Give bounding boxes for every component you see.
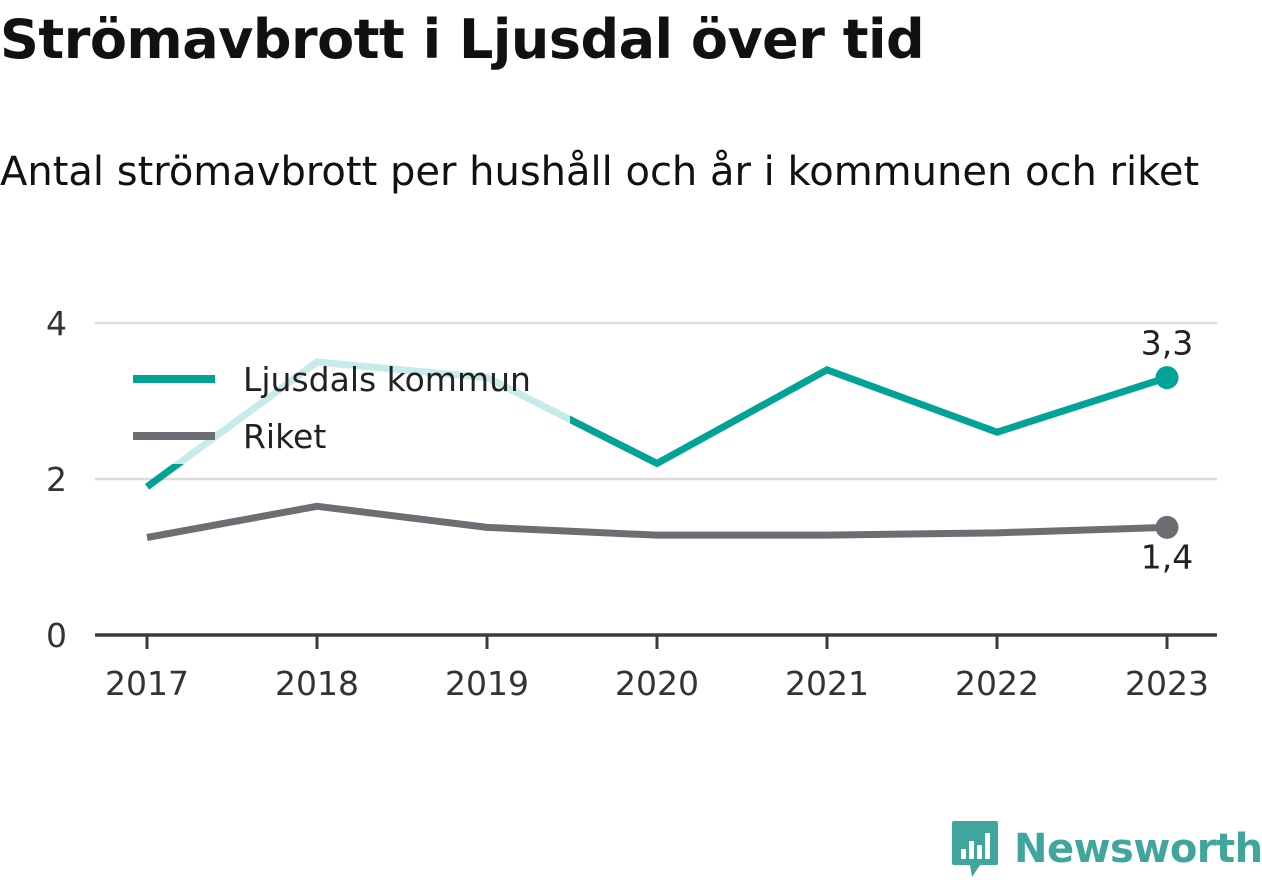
chart-subtitle: Antal strömavbrott per hushåll och år i … — [0, 149, 1200, 195]
chart-title: Strömavbrott i Ljusdal över tid — [0, 8, 925, 71]
y-tick-label-4: 4 — [46, 304, 67, 343]
x-tick-label-2022: 2022 — [955, 664, 1039, 703]
newsworthy-logo: Newsworthy — [950, 818, 1262, 880]
brand-name: Newsworthy — [1014, 826, 1262, 872]
x-tick-label-2018: 2018 — [275, 664, 359, 703]
x-tick-label-2020: 2020 — [615, 664, 699, 703]
x-tick-label-2017: 2017 — [105, 664, 189, 703]
series-end-label-0: 3,3 — [1141, 324, 1193, 363]
series-line-1 — [146, 502, 1168, 541]
y-tick-label-2: 2 — [46, 460, 67, 499]
series-endpoint-1 — [1155, 515, 1179, 539]
legend-backdrop — [128, 352, 570, 464]
legend-label-0: Ljusdals kommun — [243, 360, 531, 399]
series-endpoint-0 — [1155, 366, 1179, 390]
x-tick-label-2019: 2019 — [445, 664, 529, 703]
bar-chart-speech-bubble-icon — [952, 821, 998, 877]
legend-label-1: Riket — [243, 417, 326, 456]
y-tick-label-0: 0 — [46, 616, 67, 655]
x-tick-label-2023: 2023 — [1125, 664, 1209, 703]
x-tick-label-2021: 2021 — [785, 664, 869, 703]
series-end-label-1: 1,4 — [1141, 537, 1193, 576]
